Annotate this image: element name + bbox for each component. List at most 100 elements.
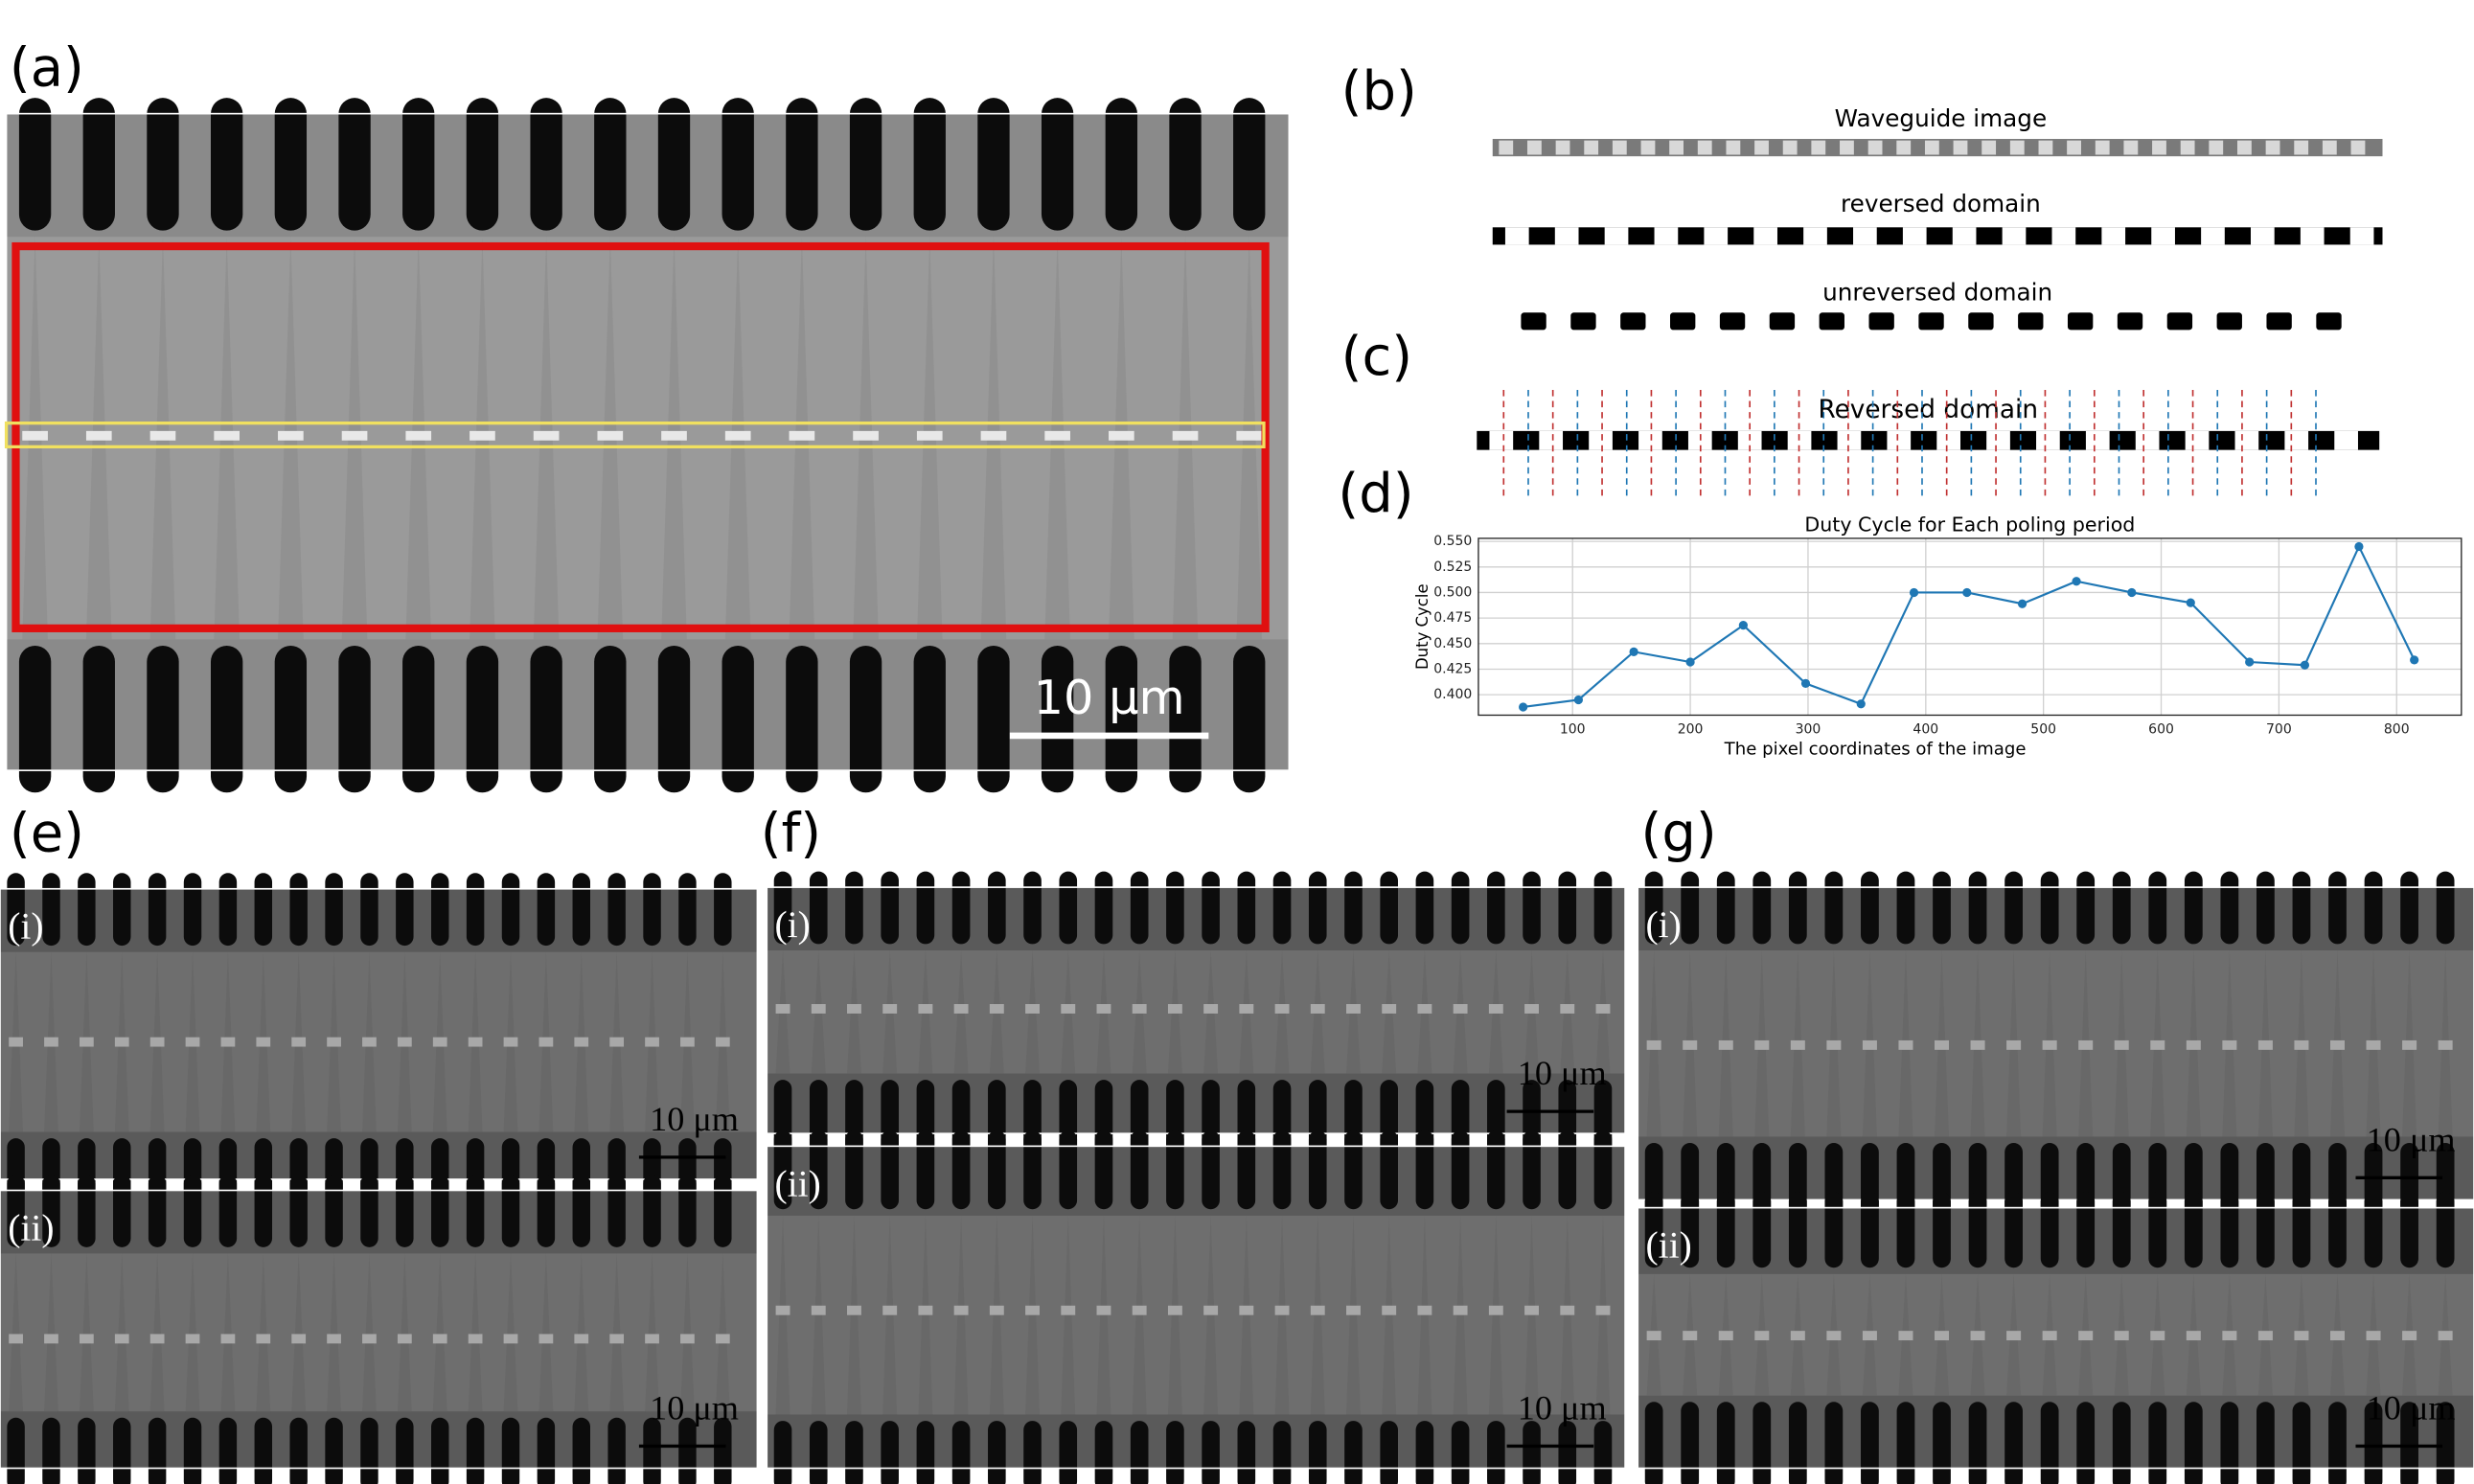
- electrode-tooth: [1968, 1192, 1987, 1268]
- electrode-tooth: [786, 645, 818, 793]
- strip-spot: [1924, 140, 1939, 155]
- electrode-tooth: [2256, 1402, 2275, 1484]
- waveguide-spot: [2294, 1039, 2309, 1050]
- electrode-tooth: [1861, 871, 1879, 945]
- waveguide-spot: [645, 1334, 659, 1344]
- domain-wedge: [1560, 1215, 1575, 1415]
- y-tick-label: 0.500: [1433, 584, 1472, 600]
- electrode-tooth: [572, 1417, 590, 1484]
- electrode-tooth: [881, 1130, 899, 1210]
- electrode-tooth: [1933, 1192, 1951, 1268]
- electrode-tooth: [2364, 1192, 2383, 1268]
- domain-wedge: [1488, 1215, 1503, 1415]
- electrode-tooth: [849, 98, 882, 231]
- electrode-tooth: [2112, 871, 2131, 945]
- domain-wedge: [1382, 1215, 1397, 1415]
- electrode-tooth: [1968, 1402, 1987, 1484]
- waveguide-spot: [1683, 1331, 1698, 1341]
- electrode-tooth: [2328, 871, 2347, 945]
- electrode-tooth: [1202, 1130, 1220, 1210]
- waveguide-spot: [1132, 1305, 1147, 1315]
- x-tick-label: 500: [2030, 721, 2056, 737]
- electrode-tooth: [773, 1421, 792, 1484]
- domain-wedge: [503, 1253, 518, 1412]
- domain-wedge: [574, 1253, 589, 1412]
- electrode-tooth: [1272, 871, 1292, 945]
- electrode-tooth: [2040, 1192, 2059, 1268]
- electrode-tooth: [2148, 1402, 2167, 1484]
- y-tick-label: 0.450: [1433, 636, 1472, 651]
- data-point: [1573, 695, 1583, 705]
- domain-wedge: [1595, 1215, 1611, 1415]
- strip-block: [1570, 312, 1596, 331]
- waveguide-spot: [847, 1004, 861, 1014]
- electrode-tooth: [78, 873, 96, 947]
- electrode-tooth: [1788, 1192, 1807, 1268]
- strip-block: [2085, 430, 2110, 450]
- waveguide-spot: [724, 430, 751, 441]
- strip-spot: [1612, 140, 1627, 155]
- waveguide-spot: [1172, 430, 1199, 441]
- waveguide-spot: [2257, 1331, 2273, 1341]
- waveguide-spot: [989, 1305, 1004, 1315]
- electrode-tooth: [2076, 871, 2096, 945]
- strip-spot: [1782, 140, 1798, 155]
- electrode-tooth: [2040, 1402, 2059, 1484]
- strip-block: [2300, 227, 2325, 245]
- electrode-tooth: [1896, 1402, 1915, 1484]
- waveguide-spot: [362, 1037, 377, 1047]
- waveguide-spot: [847, 1305, 861, 1315]
- electrode-tooth: [218, 873, 238, 947]
- electrode-tooth: [1094, 871, 1113, 945]
- frame: [766, 886, 1626, 1134]
- strip-spot: [1981, 140, 1997, 155]
- electrode-tooth: [274, 98, 308, 231]
- electrode-tooth: [2256, 871, 2275, 945]
- electrode-tooth: [183, 873, 202, 947]
- domain-wedge: [432, 1253, 447, 1412]
- electrode-tooth: [1558, 1130, 1577, 1210]
- electrode-tooth: [148, 1417, 167, 1484]
- electrode-tooth: [218, 1175, 238, 1247]
- electrode-tooth: [988, 871, 1006, 945]
- waveguide-spot: [397, 1334, 412, 1344]
- strip-spot: [1726, 140, 1741, 155]
- electrode-tooth: [289, 1417, 308, 1484]
- electrode-tooth: [537, 1417, 556, 1484]
- electrode-tooth: [1059, 871, 1078, 945]
- waveguide-spot: [538, 1037, 554, 1047]
- waveguide-spot: [1167, 1004, 1182, 1014]
- strip-spot: [2180, 140, 2195, 155]
- electrode-tooth: [1681, 1192, 1700, 1268]
- electrode-tooth: [289, 873, 308, 947]
- electrode-tooth: [1202, 871, 1220, 945]
- strip-block: [1554, 227, 1579, 245]
- waveguide-spot: [1382, 1305, 1397, 1315]
- electrode-tooth: [714, 873, 732, 947]
- waveguide-spot: [2114, 1331, 2129, 1341]
- y-tick-label: 0.475: [1433, 610, 1472, 626]
- electrode-tooth: [42, 1417, 60, 1484]
- y-tick-label: 0.425: [1433, 661, 1472, 676]
- electrode-tooth: [1059, 1130, 1078, 1210]
- electrode-tooth: [1451, 1421, 1470, 1484]
- strip-spot: [1840, 140, 1854, 155]
- waveguide-spot: [609, 1334, 625, 1344]
- electrode-tooth: [773, 1130, 792, 1210]
- electrode-tooth: [643, 1175, 661, 1247]
- strip-block: [1853, 227, 1877, 245]
- electrode-tooth: [183, 1417, 202, 1484]
- electrode-tooth: [1308, 1421, 1327, 1484]
- waveguide-spot: [278, 430, 304, 441]
- y-tick-label: 0.525: [1433, 559, 1472, 575]
- x-tick-label: 800: [2384, 721, 2410, 737]
- waveguide-spot: [882, 1004, 898, 1014]
- waveguide-spot: [432, 1037, 447, 1047]
- domain-wedge: [1453, 1215, 1468, 1415]
- electrode-tooth: [1968, 871, 1987, 945]
- waveguide-spot: [2257, 1039, 2273, 1050]
- electrode-tooth: [2292, 1192, 2311, 1268]
- data-point: [1738, 620, 1748, 630]
- electrode-tooth: [714, 1175, 732, 1247]
- waveguide-spot: [882, 1305, 898, 1315]
